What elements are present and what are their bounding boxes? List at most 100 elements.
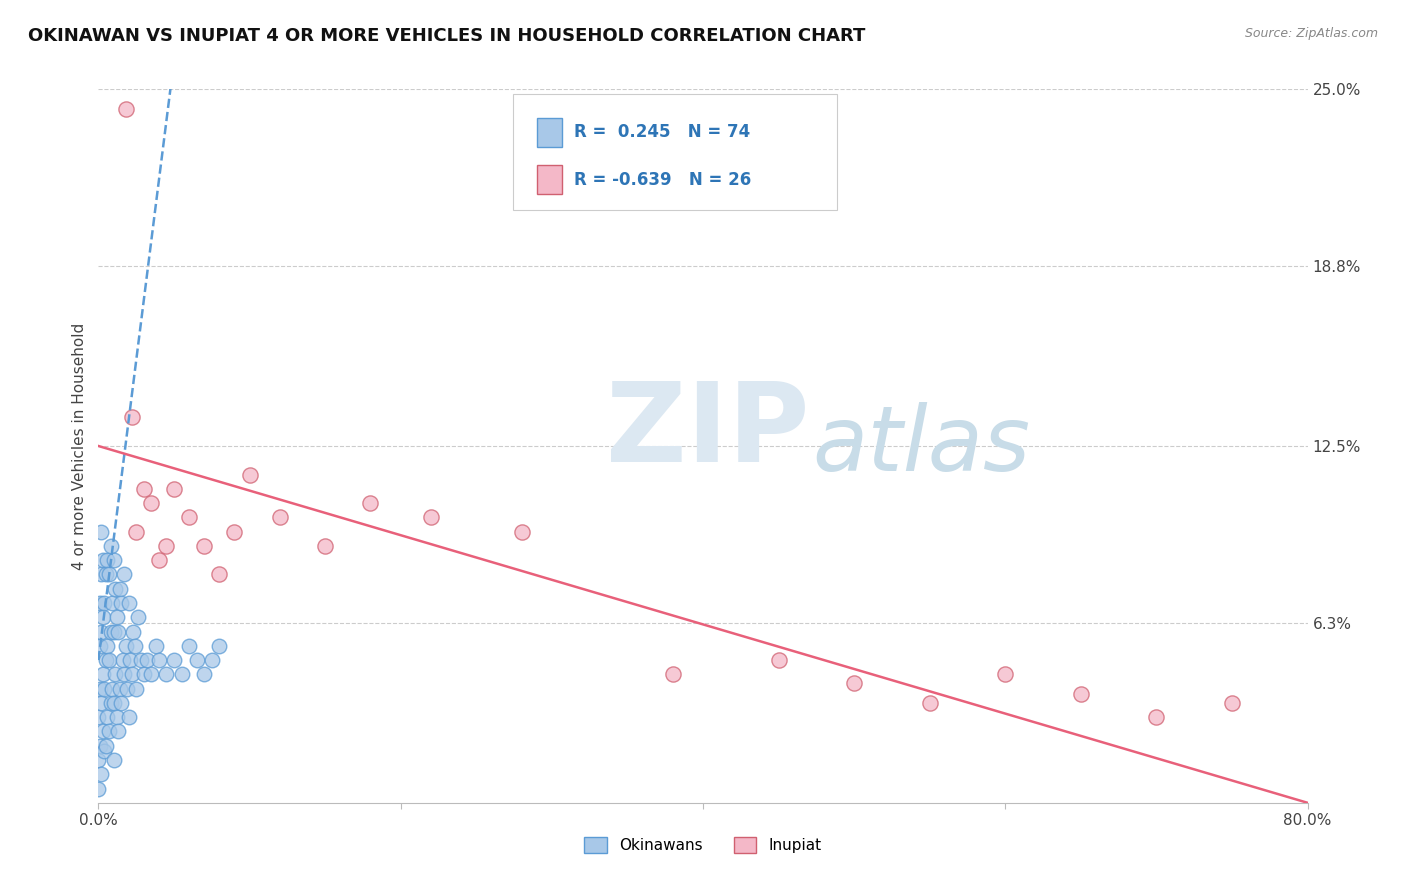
Point [90,696,112,710]
Point [170,667,193,681]
Point [145,639,167,653]
Point [179,639,201,653]
Y-axis label: 4 or more Vehicles in Household: 4 or more Vehicles in Household [72,322,87,570]
Point [208,567,231,582]
Point [155,667,177,681]
Point [90,524,112,539]
Point [121,410,143,425]
Point [110,696,132,710]
Point [103,696,125,710]
Point [93,596,115,610]
Point [104,667,127,681]
Point [96,639,118,653]
Point [918,696,941,710]
Point [201,653,224,667]
Point [661,667,683,681]
Point [208,639,231,653]
Point [129,653,152,667]
Point [115,681,138,696]
Point [112,667,135,681]
Point [1070,687,1092,701]
Point [90,767,112,781]
Point [94,653,117,667]
Point [101,596,124,610]
Point [121,667,143,681]
Point [96,553,118,567]
Point [90,567,112,582]
Point [141,667,163,681]
Point [91,724,114,739]
Point [105,710,128,724]
Point [163,653,186,667]
Point [94,739,117,753]
Point [93,744,115,758]
Point [93,681,115,696]
Point [98,724,121,739]
Point [96,710,118,724]
Point [100,624,122,639]
Text: atlas: atlas [811,402,1029,490]
Point [132,667,155,681]
Point [100,696,122,710]
Point [118,596,141,610]
Point [224,524,246,539]
Point [132,482,155,496]
Point [104,582,127,596]
Point [91,667,114,681]
Point [110,596,132,610]
Point [89,596,111,610]
Text: Source: ZipAtlas.com: Source: ZipAtlas.com [1244,27,1378,40]
Point [103,624,125,639]
Point [122,624,145,639]
Point [193,667,215,681]
Point [94,567,117,582]
Point [114,639,136,653]
Point [87,753,110,767]
Point [107,724,129,739]
Point [125,681,148,696]
Point [994,667,1017,681]
Text: R =  0.245   N = 74: R = 0.245 N = 74 [574,123,749,142]
Point [100,539,122,553]
Point [124,639,146,653]
Point [314,539,336,553]
Point [90,624,112,639]
Point [89,681,111,696]
Point [510,524,533,539]
Point [844,676,866,690]
Point [89,739,111,753]
Point [135,653,157,667]
Point [186,653,208,667]
Text: R = -0.639   N = 26: R = -0.639 N = 26 [574,170,751,189]
Point [103,553,125,567]
Point [105,610,128,624]
Point [127,610,149,624]
Point [163,482,186,496]
Point [87,710,110,724]
Point [101,681,124,696]
Point [108,681,131,696]
Point [1146,710,1168,724]
Point [98,653,121,667]
Point [103,753,125,767]
Point [148,553,170,567]
Point [269,510,291,524]
Point [155,539,177,553]
Point [91,610,114,624]
Point [141,496,163,510]
Text: ZIP: ZIP [606,378,810,485]
Point [193,539,215,553]
Point [239,467,262,482]
Point [1220,696,1243,710]
Point [111,653,134,667]
Point [87,781,110,796]
Point [179,510,201,524]
Point [118,710,141,724]
Point [89,639,111,653]
Point [91,553,114,567]
Point [360,496,382,510]
Point [112,567,135,582]
Point [148,653,170,667]
Point [108,582,131,596]
Legend: Okinawans, Inupiat: Okinawans, Inupiat [578,831,828,859]
